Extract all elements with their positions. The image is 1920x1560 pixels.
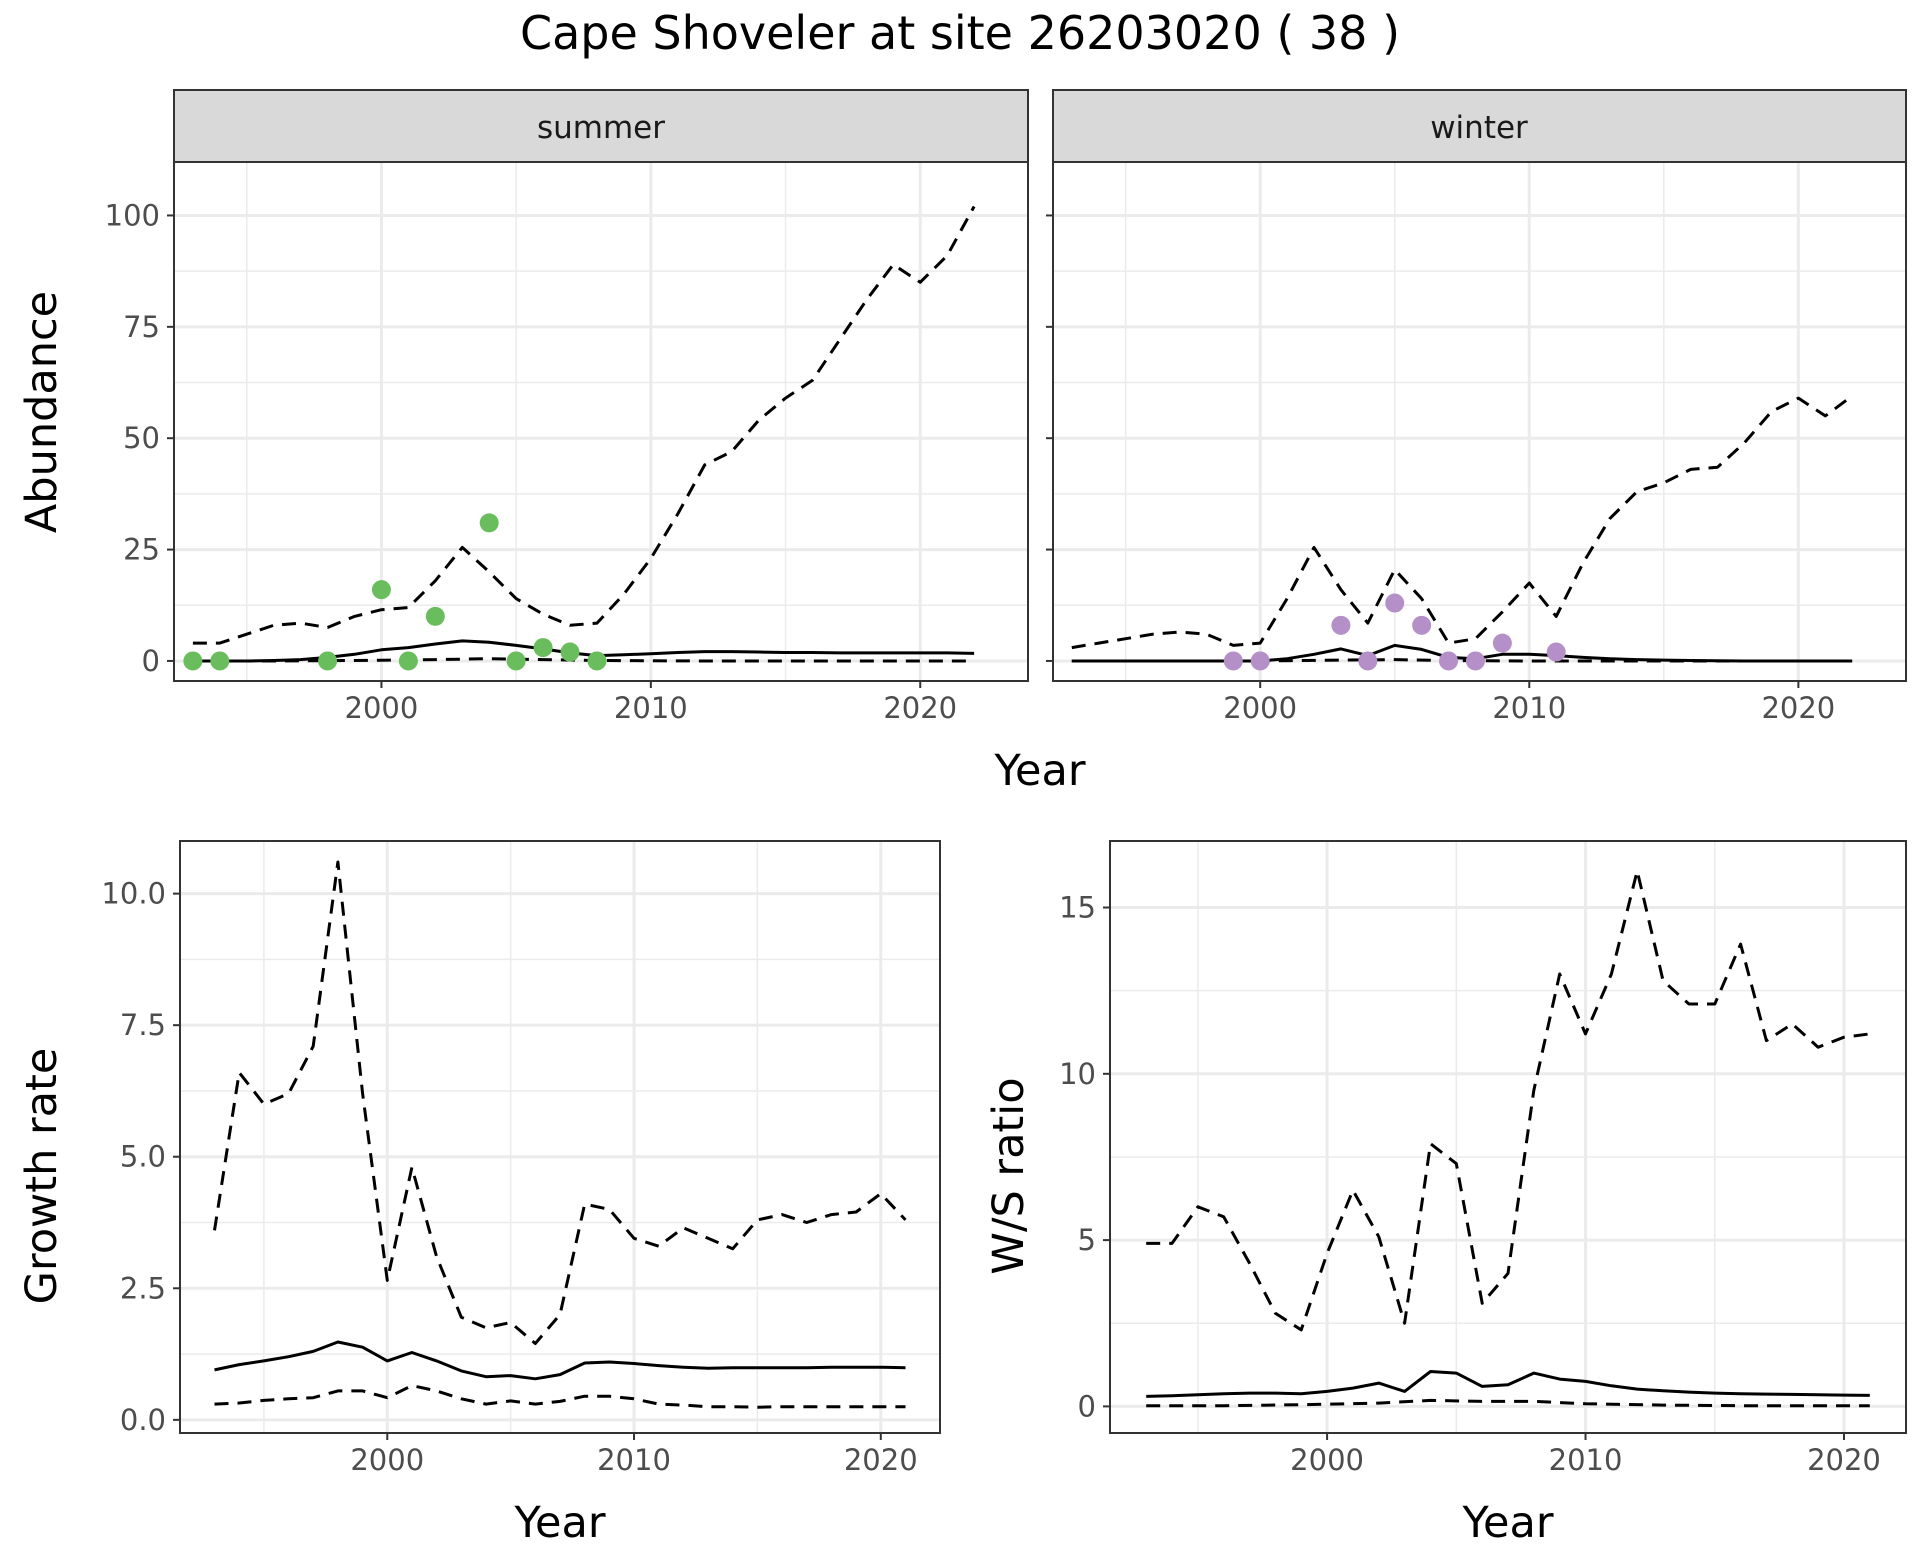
y-tick-label: 10.0 — [101, 877, 166, 911]
panel-border — [1052, 161, 1907, 682]
gridlines — [1110, 841, 1906, 1433]
panel-background — [180, 841, 940, 1433]
strip-summer-label: summer — [537, 110, 665, 146]
panel-border — [179, 840, 941, 1434]
strip-summer-background — [173, 89, 1029, 163]
y-tick-label: 0 — [1078, 1389, 1096, 1423]
observed-point — [1385, 593, 1405, 613]
growth-y-axis-title: Growth rate — [17, 1048, 67, 1305]
x-tick-label: 2010 — [614, 691, 688, 725]
ws-x-axis-title: Year — [1461, 1498, 1553, 1548]
y-tick-label: 50 — [123, 421, 160, 455]
panel-background — [1053, 162, 1906, 681]
observed-point — [533, 638, 553, 658]
plot-ws-ratio: 2000 2010 2020 0 5 10 15 — [1059, 840, 1907, 1477]
y-tick-label: 100 — [105, 198, 160, 232]
y-tick-label: 5 — [1078, 1223, 1096, 1257]
panel-background — [1110, 841, 1906, 1433]
ws-y-axis-title: W/S ratio — [984, 1077, 1034, 1274]
series-line-upper-bound — [192, 205, 976, 645]
observed-point — [1223, 651, 1243, 671]
observed-point — [318, 651, 338, 671]
series-line-upper-bound — [1071, 394, 1854, 650]
y-tick-label: 75 — [123, 310, 160, 344]
observed-point — [560, 642, 580, 662]
series-line-lower-bound — [1071, 658, 1853, 663]
observed-point — [371, 580, 391, 600]
plot-abundance-summer: 2000 2010 2020 0 25 50 75 100 — [105, 161, 1029, 725]
y-tick-label: 5.0 — [120, 1140, 166, 1174]
observed-point — [1358, 651, 1378, 671]
x-tick-label: 2020 — [1761, 691, 1835, 725]
top-x-axis-title: Year — [993, 746, 1085, 796]
observed-point — [210, 651, 230, 671]
observed-point — [398, 651, 418, 671]
series-line-lower-bound — [1146, 1398, 1870, 1408]
series-line-lower-bound — [214, 1384, 906, 1409]
strip-winter: winter — [1052, 89, 1907, 163]
x-tick-label: 2010 — [1492, 691, 1566, 725]
x-tick-label: 2000 — [1223, 691, 1297, 725]
x-tick-label: 2020 — [883, 691, 957, 725]
observed-point — [1331, 615, 1351, 635]
panel-background — [174, 162, 1028, 681]
y-tick-label: 2.5 — [120, 1271, 166, 1305]
observed-point — [1439, 651, 1459, 671]
strip-summer: summer — [173, 89, 1029, 163]
x-tick-label: 2010 — [597, 1443, 671, 1477]
panel-border — [1109, 840, 1907, 1434]
y-tick-label: 15 — [1059, 891, 1096, 925]
x-tick-label: 2010 — [1549, 1443, 1623, 1477]
observed-point — [183, 651, 203, 671]
plot-growth-rate: 2000 2010 2020 0.0 2.5 5.0 7.5 10.0 — [101, 840, 941, 1477]
observed-point — [1492, 633, 1512, 653]
series-line-upper-bound — [213, 860, 907, 1345]
observed-point — [506, 651, 526, 671]
observed-point — [1465, 651, 1485, 671]
observed-point — [1546, 642, 1566, 662]
plot-abundance-winter: 2000 2010 2020 — [1046, 161, 1907, 725]
series-line-upper-bound — [1146, 869, 1870, 1332]
observed-point — [1250, 651, 1270, 671]
y-tick-label: 10 — [1059, 1057, 1096, 1091]
strip-winter-label: winter — [1430, 110, 1528, 146]
x-tick-label: 2000 — [1290, 1443, 1364, 1477]
y-tick-label: 25 — [123, 533, 160, 567]
observed-point — [587, 651, 607, 671]
abundance-y-axis-title: Abundance — [17, 291, 67, 533]
observed-point — [425, 606, 445, 626]
x-tick-label: 2020 — [844, 1443, 918, 1477]
main-title: Cape Shoveler at site 26203020 ( 38 ) — [520, 6, 1400, 60]
x-tick-label: 2000 — [350, 1443, 424, 1477]
y-tick-label: 7.5 — [120, 1008, 166, 1042]
x-tick-label: 2020 — [1807, 1443, 1881, 1477]
observed-point — [1412, 615, 1432, 635]
gridlines — [180, 841, 940, 1433]
panel-border — [173, 161, 1029, 682]
y-tick-label: 0 — [142, 644, 160, 678]
series-line-estimate — [1146, 1370, 1870, 1398]
series-line-estimate — [214, 1340, 906, 1381]
strip-winter-background — [1052, 89, 1907, 163]
growth-x-axis-title: Year — [513, 1498, 605, 1548]
x-tick-label: 2000 — [345, 691, 419, 725]
y-tick-label: 0.0 — [120, 1403, 166, 1437]
observed-point — [479, 513, 499, 533]
